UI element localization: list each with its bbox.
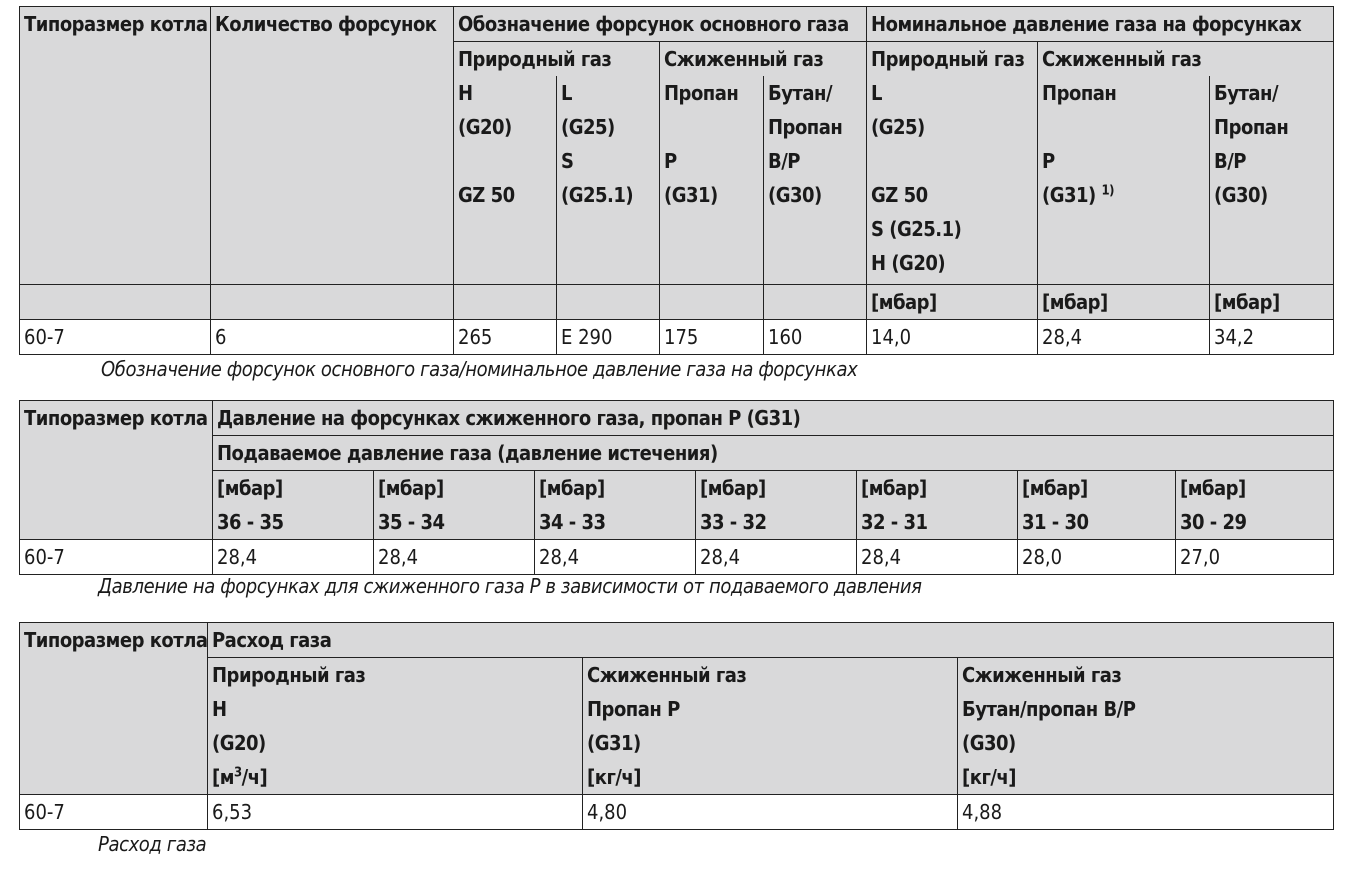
- cell: 4,80: [582, 794, 958, 830]
- cell: 27,0: [1174, 539, 1335, 575]
- caption-nozzle-table: Обозначение форсунок основного газа/номи…: [101, 357, 858, 381]
- propane-pressure-table: Типоразмер котла Давление на форсунках с…: [19, 400, 1335, 575]
- range-cell: [мбар] 33 - 32: [695, 470, 857, 540]
- cell: 6,53: [207, 794, 583, 830]
- header-natural-gas-h: Природный газ H (G20) [м3/ч]: [207, 657, 583, 795]
- unit-cell-empty: [19, 283, 211, 320]
- cell: 14,0: [866, 318, 1039, 355]
- unit-cell: [мбар]: [866, 283, 1039, 320]
- cell: 60-7: [19, 539, 213, 575]
- cell: 60-7: [19, 794, 208, 830]
- gas-consumption-table: Типоразмер котла Расход газа Природный г…: [19, 622, 1334, 830]
- header-gas-butane-2: Бутан/Пропан B/P (G30): [1209, 76, 1335, 285]
- cell: 160: [762, 318, 868, 355]
- header-gas-propane: Пропан P (G31): [659, 76, 764, 285]
- header-gas-butane: Бутан/Пропан B/P (G30): [762, 76, 868, 285]
- cell: E 290: [556, 318, 660, 355]
- header-nozzle-designation: Обозначение форсунок основного газа: [452, 6, 868, 42]
- range-cell: [мбар] 32 - 31: [856, 470, 1018, 540]
- unit-cell: [мбар]: [1209, 283, 1335, 320]
- range-cell: [мбар] 36 - 35: [212, 470, 374, 540]
- caption-consumption-table: Расход газа: [98, 832, 207, 856]
- range-cell: [мбар] 35 - 34: [373, 470, 535, 540]
- cell: 28,0: [1017, 539, 1176, 575]
- header-boiler-size: Типоразмер котла: [19, 400, 213, 540]
- cell: 265: [453, 318, 557, 355]
- header-natural-gas-2: Природный газ: [866, 41, 1039, 76]
- unit-cell-empty: [453, 283, 557, 320]
- header-propane-pressure: Давление на форсунках сжиженного газа, п…: [211, 400, 1335, 436]
- header-gas-l-2: L (G25) GZ 50 S (G25.1) H (G20): [866, 76, 1039, 285]
- header-liquefied-gas-2: Сжиженный газ: [1037, 41, 1335, 76]
- header-boiler-size: Типоразмер котла: [19, 6, 211, 284]
- unit-cell-empty: [556, 283, 660, 320]
- cell: 60-7: [19, 318, 211, 355]
- unit-cell-empty: [659, 283, 764, 320]
- footnote-marker: 1): [1101, 183, 1115, 199]
- table-row: 60-7 28,4 28,4 28,4 28,4 28,4 28,0 27,0: [19, 539, 1335, 575]
- header-boiler-size: Типоразмер котла: [19, 622, 208, 795]
- range-cell: [мбар] 30 - 29: [1174, 470, 1335, 540]
- header-nominal-pressure: Номинальное давление газа на форсунках: [866, 6, 1335, 42]
- nozzle-table: Типоразмер котла Количество форсунок Обо…: [19, 6, 1335, 355]
- table-row: 60-7 6 265 E 290 175 160 14,0 28,4 34,2: [19, 318, 1335, 355]
- header-liquefied-butane: Сжиженный газ Бутан/пропан B/P (G30) [кг/ч]: [957, 657, 1334, 795]
- cell: 28,4: [373, 539, 535, 575]
- header-gas-consumption: Расход газа: [207, 622, 1334, 658]
- cell: 28,4: [534, 539, 696, 575]
- header-gas-propane-2: Пропан P (G31) 1): [1037, 76, 1211, 285]
- cell: 6: [210, 318, 454, 355]
- header-liquefied-gas: Сжиженный газ: [658, 41, 868, 76]
- unit-cell-empty: [210, 283, 454, 320]
- range-cell: [мбар] 34 - 33: [534, 470, 696, 540]
- unit-cell-empty: [762, 283, 868, 320]
- header-gas-l: L (G25) S (G25.1): [556, 76, 660, 285]
- cell: 28,4: [695, 539, 857, 575]
- range-cell: [мбар] 31 - 30: [1017, 470, 1176, 540]
- header-gas-h: H (G20) GZ 50: [453, 76, 557, 285]
- header-nozzle-count: Количество форсунок: [210, 6, 454, 284]
- cell: 34,2: [1209, 318, 1335, 355]
- table-row: 60-7 6,53 4,80 4,88: [19, 794, 1334, 830]
- header-natural-gas: Природный газ: [453, 41, 660, 76]
- unit-cell: [мбар]: [1037, 283, 1211, 320]
- header-liquefied-propane: Сжиженный газ Пропан P (G31) [кг/ч]: [582, 657, 958, 795]
- caption-propane-table: Давление на форсунках для сжиженного газ…: [98, 574, 922, 598]
- cell: 28,4: [856, 539, 1018, 575]
- cell: 4,88: [957, 794, 1334, 830]
- header-supply-pressure: Подаваемое давление газа (давление истеч…: [211, 435, 1335, 471]
- cell: 175: [659, 318, 764, 355]
- cell: 28,4: [1037, 318, 1211, 355]
- cell: 28,4: [212, 539, 374, 575]
